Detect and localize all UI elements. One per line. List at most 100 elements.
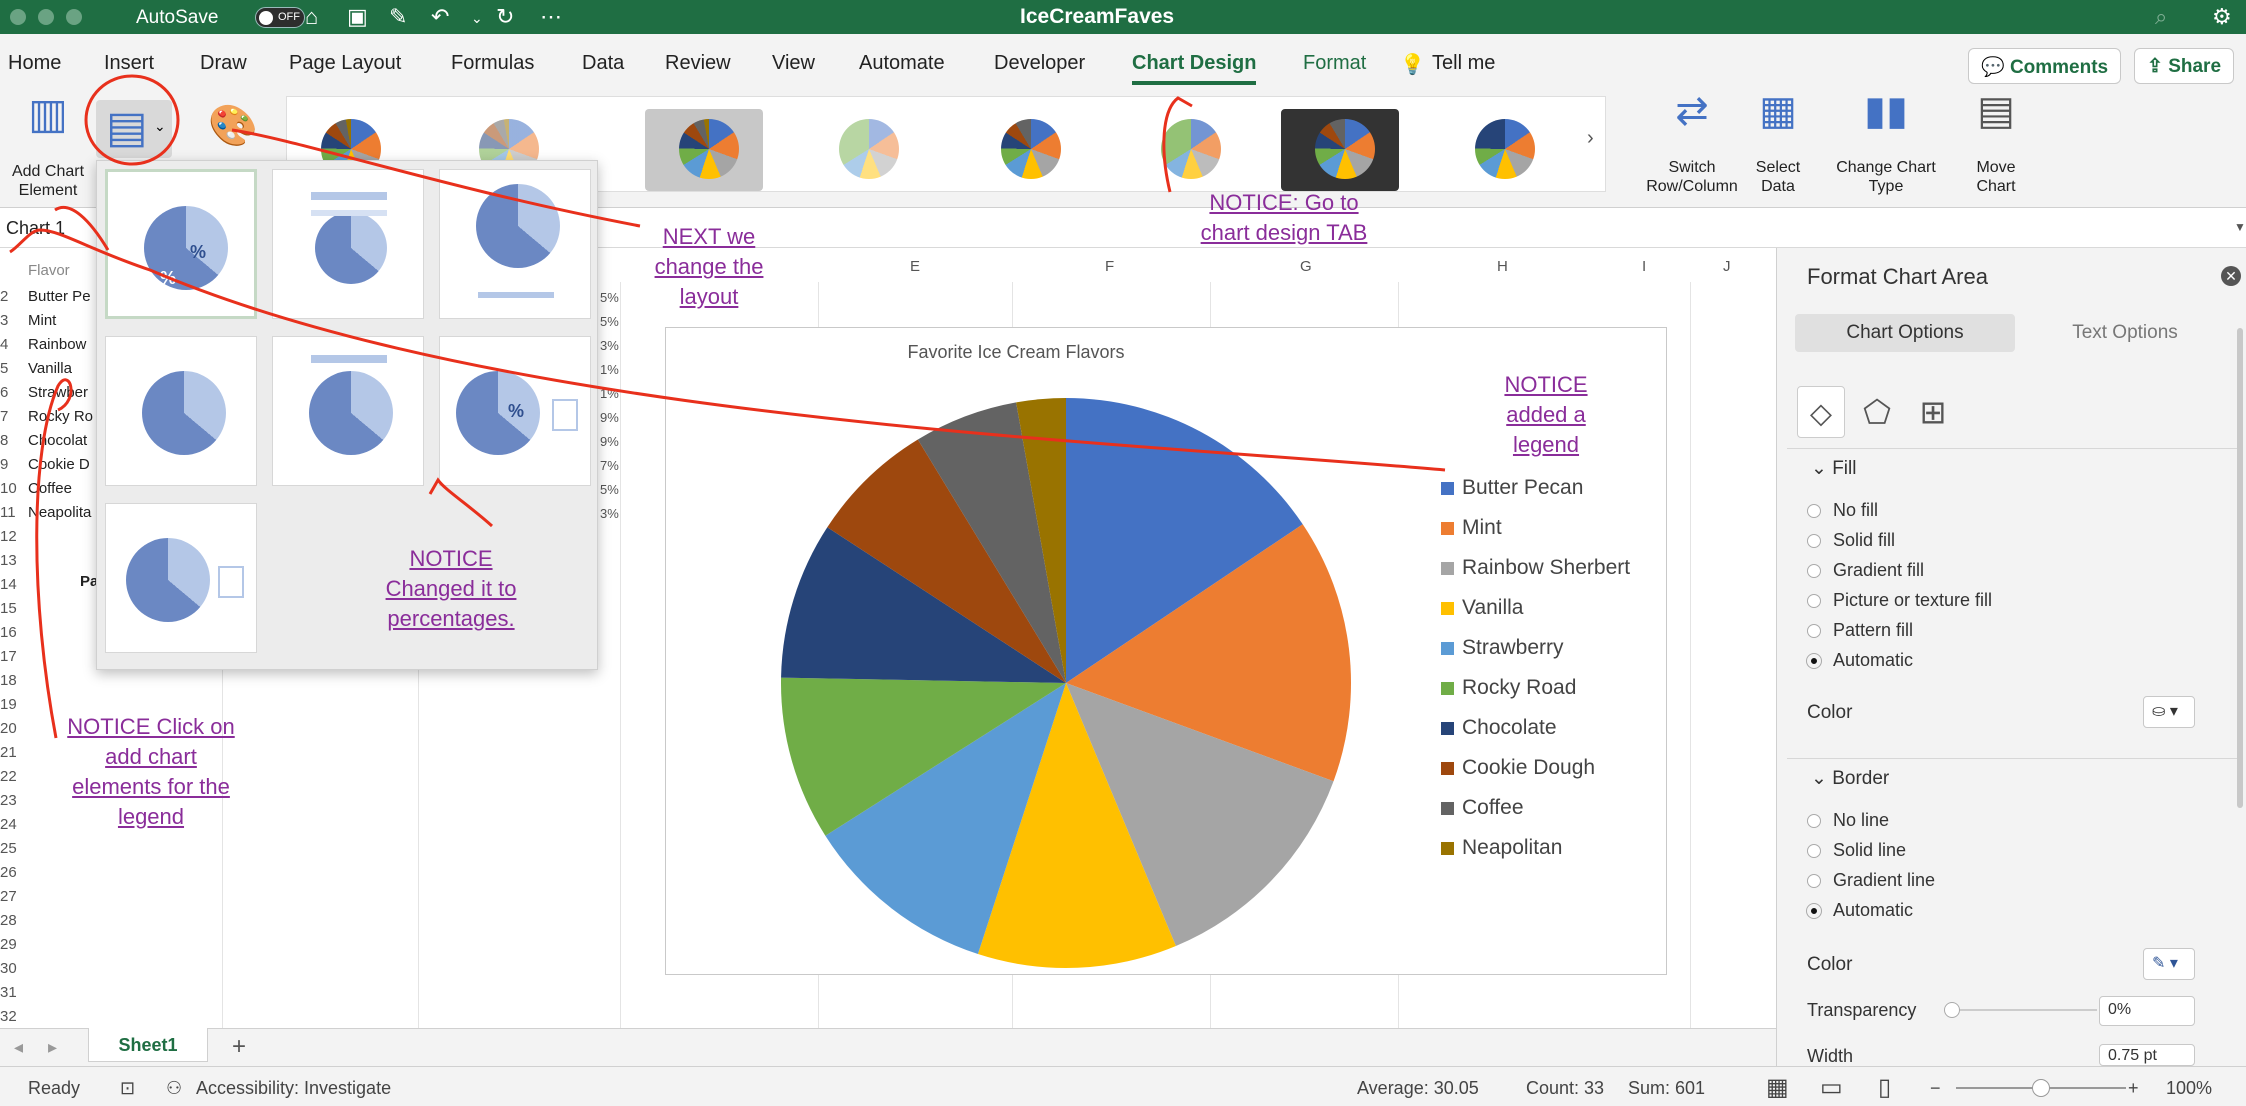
more-icon[interactable]: ⋯ [540,4,562,29]
select-data-button[interactable]: ▦ Select Data [1748,91,1808,196]
zoom-window-icon[interactable] [66,9,82,25]
quick-layout-button[interactable]: ▤ ⌄ [96,100,172,158]
edit-icon[interactable]: ✎ [389,4,408,29]
percent-cell[interactable]: 5% [600,482,619,497]
flavor-cell[interactable]: Neapolita [28,504,92,521]
percent-cell[interactable]: 7% [600,458,619,473]
undo-dropdown-icon[interactable]: ⌄ [471,10,483,26]
autosave-toggle[interactable]: OFF [255,7,305,28]
accessibility-status[interactable]: Accessibility: Investigate [196,1078,392,1098]
row-number[interactable]: 9 [0,456,9,473]
flavor-cell[interactable]: Rocky Ro [28,408,94,425]
percent-cell[interactable]: 3% [600,506,619,521]
row-number[interactable]: 29 [0,936,17,953]
column-header-j[interactable]: J [1723,258,1731,275]
tab-draw[interactable]: Draw [200,52,247,74]
row-number[interactable]: 6 [0,384,9,401]
share-button[interactable]: ⇪ Share [2134,48,2235,84]
tab-developer[interactable]: Developer [994,52,1086,74]
chart-style-4[interactable] [805,109,923,191]
name-box[interactable]: Chart 1 [6,218,66,238]
macro-icon[interactable]: ⊡ [120,1078,136,1098]
radio-no-line[interactable]: No line [1807,810,1889,831]
pie-slice-rocky-road[interactable] [781,677,1066,836]
column-header-i[interactable]: I [1642,258,1647,275]
zoom-slider[interactable] [1956,1079,2126,1097]
home-icon[interactable]: ⌂ [305,4,319,29]
tab-insert[interactable]: Insert [104,52,155,74]
prev-sheet-icon[interactable]: ◂ [14,1037,24,1057]
flavor-cell[interactable]: Vanilla [28,360,72,377]
percent-cell[interactable]: 1% [600,386,619,401]
layout-option-1[interactable]: %% [105,169,257,319]
undo-icon[interactable]: ↶ [431,4,450,29]
row-number[interactable]: 18 [0,672,17,689]
page-break-view-icon[interactable]: ▯ [1878,1074,1892,1101]
cell-row14[interactable]: Pa [80,573,99,590]
pie-slice-vanilla[interactable] [977,683,1176,968]
radio-solid-fill[interactable]: Solid fill [1807,530,1895,551]
row-number[interactable]: 22 [0,768,17,785]
minimize-window-icon[interactable] [38,9,54,25]
tab-format[interactable]: Format [1303,52,1367,74]
layout-option-4[interactable] [105,336,257,486]
column-header-h[interactable]: H [1497,258,1508,275]
close-icon[interactable]: ✕ [2221,266,2241,286]
pie-slice-coffee[interactable] [917,402,1066,683]
chart-style-6[interactable] [1127,109,1245,191]
percent-cell[interactable]: 9% [600,410,619,425]
expand-formula-icon[interactable]: ▼ [2234,220,2246,234]
row-number[interactable]: 26 [0,864,17,881]
save-icon[interactable]: ▣ [347,4,368,29]
legend-item[interactable]: Cookie Dough [1441,756,1595,780]
chart-title[interactable]: Favorite Ice Cream Flavors [907,342,1125,362]
pane-scrollbar[interactable] [2237,328,2243,808]
redo-icon[interactable]: ↻ [496,4,515,29]
tab-formulas[interactable]: Formulas [451,52,535,74]
next-sheet-icon[interactable]: ▸ [48,1037,58,1057]
fill-section-header[interactable]: ⌄ Fill [1787,448,2237,484]
chart-style-5[interactable] [967,109,1085,191]
row-number[interactable]: 24 [0,816,17,833]
header-cell-flavor[interactable]: Flavor [28,262,70,279]
legend-item[interactable]: Neapolitan [1441,836,1562,860]
zoom-slider-thumb[interactable] [2032,1079,2050,1097]
change-colors-icon[interactable]: 🎨 [208,104,258,148]
row-number[interactable]: 3 [0,312,9,329]
sheet-tab-sheet1[interactable]: Sheet1 [88,1028,208,1062]
tab-data[interactable]: Data [582,52,625,74]
row-number[interactable]: 2 [0,288,9,305]
row-number[interactable]: 16 [0,624,17,641]
tab-home[interactable]: Home [8,52,62,74]
column-header-e[interactable]: E [910,258,921,275]
row-number[interactable]: 5 [0,360,9,377]
row-number[interactable]: 4 [0,336,9,353]
column-header-g[interactable]: G [1300,258,1312,275]
add-chart-element-button[interactable]: ▥ Add Chart Element [4,93,92,200]
row-number[interactable]: 8 [0,432,9,449]
tell-me[interactable]: Tell me [1432,52,1496,74]
radio-picture-fill[interactable]: Picture or texture fill [1807,590,1992,611]
tab-review[interactable]: Review [665,52,731,74]
legend-item[interactable]: Mint [1441,516,1502,540]
radio-solid-line[interactable]: Solid line [1807,840,1906,861]
percent-cell[interactable]: 3% [600,338,619,353]
search-icon[interactable]: ⌕ [2155,4,2168,29]
row-number[interactable]: 10 [0,480,17,497]
move-chart-button[interactable]: ▤ Move Chart [1966,91,2026,196]
size-properties-icon[interactable]: ⊞ [1919,394,1947,430]
tab-text-options[interactable]: Text Options [2072,322,2178,343]
account-icon[interactable]: ⚙ [2212,4,2232,29]
row-number[interactable]: 21 [0,744,17,761]
column-header-f[interactable]: F [1105,258,1115,275]
row-number[interactable]: 19 [0,696,17,713]
tab-automate[interactable]: Automate [859,52,945,74]
transparency-slider[interactable] [1944,1002,2097,1018]
flavor-cell[interactable]: Rainbow [28,336,87,353]
zoom-in-icon[interactable]: + [2128,1078,2139,1098]
zoom-level[interactable]: 100% [2166,1078,2213,1098]
percent-cell[interactable]: 9% [600,434,619,449]
accessibility-icon[interactable]: ⚇ [166,1078,183,1098]
legend-item[interactable]: Coffee [1441,796,1524,820]
effects-icon[interactable]: ⬠ [1863,394,1891,430]
